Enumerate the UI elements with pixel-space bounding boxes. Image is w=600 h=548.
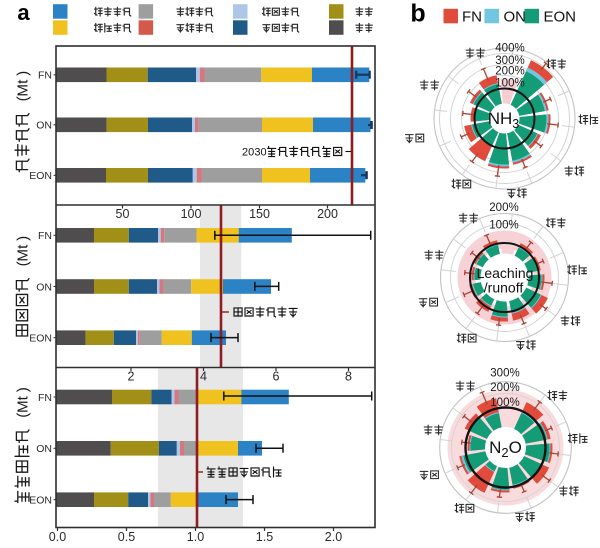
svg-text:100: 100: [181, 207, 202, 221]
svg-text:M: M: [15, 84, 32, 97]
svg-text:200%: 200%: [495, 66, 524, 78]
svg-text:200: 200: [317, 207, 338, 221]
svg-text:t: t: [15, 244, 32, 249]
svg-text:EON: EON: [29, 495, 52, 507]
svg-text:): ): [15, 71, 32, 76]
svg-text:b: b: [410, 0, 425, 28]
svg-text:100%: 100%: [489, 220, 518, 232]
svg-text:ON: ON: [36, 281, 52, 293]
svg-text:0: 0: [248, 147, 254, 159]
svg-text:50: 50: [116, 207, 130, 221]
svg-text:t: t: [15, 79, 32, 84]
svg-text:2: 2: [242, 147, 248, 159]
svg-text:): ): [15, 236, 32, 241]
svg-text:4: 4: [200, 370, 207, 384]
svg-text:Leaching: Leaching: [477, 265, 534, 281]
svg-text:200%: 200%: [489, 202, 518, 214]
svg-text:FN: FN: [38, 392, 52, 404]
svg-text:100%: 100%: [490, 397, 519, 409]
svg-text:FN: FN: [38, 230, 52, 242]
svg-text:(: (: [15, 261, 32, 266]
svg-text:300%: 300%: [490, 368, 519, 380]
svg-text:FN: FN: [462, 9, 482, 26]
svg-text:(: (: [15, 413, 32, 418]
svg-text:1.0: 1.0: [187, 530, 204, 543]
svg-text:EON: EON: [544, 9, 577, 26]
svg-text:0.5: 0.5: [118, 530, 135, 543]
svg-text:ON: ON: [36, 120, 52, 132]
svg-text:300%: 300%: [495, 55, 524, 67]
svg-text:200%: 200%: [490, 382, 519, 394]
svg-text:ON: ON: [36, 443, 52, 455]
svg-text:/runoff: /runoff: [484, 280, 524, 296]
svg-text:N2O: N2O: [489, 438, 522, 460]
svg-text:): ): [15, 387, 32, 392]
svg-text:FN: FN: [38, 70, 52, 82]
svg-text:150: 150: [249, 207, 270, 221]
svg-text:M: M: [15, 400, 32, 413]
svg-text:0: 0: [261, 147, 267, 159]
svg-text:EON: EON: [29, 333, 52, 345]
svg-text:3: 3: [254, 147, 260, 159]
svg-text:8: 8: [345, 370, 352, 384]
svg-text:M: M: [15, 249, 32, 262]
svg-text:2.0: 2.0: [325, 530, 342, 543]
svg-text:t: t: [15, 395, 32, 400]
svg-text:ON: ON: [504, 9, 527, 26]
svg-text:NH3: NH3: [488, 109, 520, 131]
svg-text:6: 6: [273, 370, 280, 384]
svg-text:1.5: 1.5: [256, 530, 273, 543]
svg-text:EON: EON: [29, 170, 52, 182]
svg-text:100%: 100%: [495, 78, 524, 90]
svg-text:2: 2: [128, 370, 135, 384]
svg-text:400%: 400%: [495, 43, 524, 55]
svg-text:a: a: [17, 0, 30, 25]
svg-text:0.0: 0.0: [49, 530, 66, 543]
svg-text:(: (: [15, 96, 32, 101]
